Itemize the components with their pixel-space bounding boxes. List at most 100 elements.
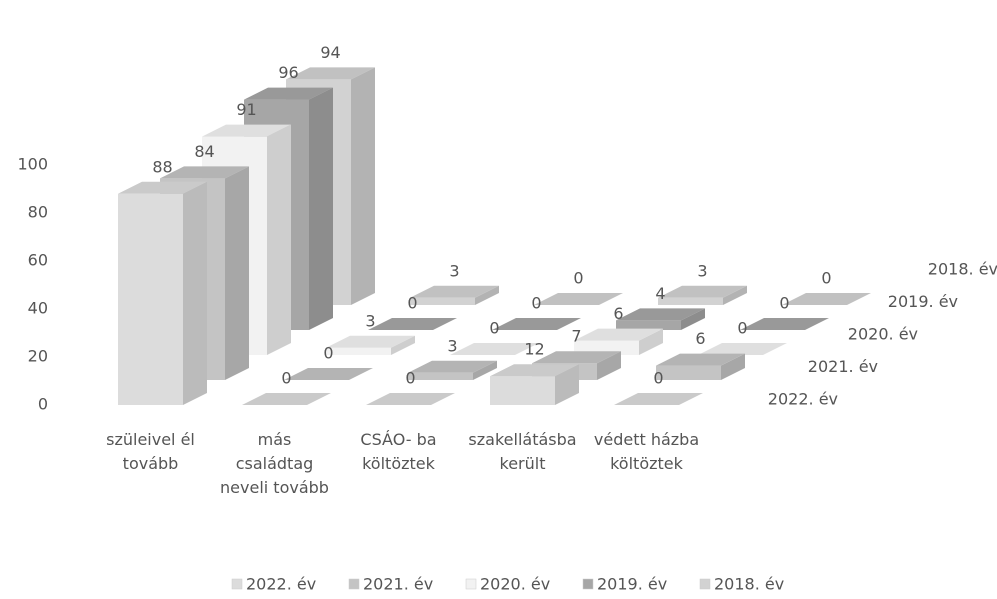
bar bbox=[242, 393, 331, 405]
value-label: 94 bbox=[320, 43, 340, 62]
value-label: 3 bbox=[365, 311, 375, 330]
bar-front bbox=[616, 320, 681, 330]
bar-top bbox=[244, 87, 333, 100]
depth-label: 2018. év bbox=[928, 260, 997, 279]
bar-side bbox=[473, 360, 497, 380]
bar bbox=[490, 364, 579, 405]
bar-side bbox=[225, 166, 249, 380]
legend-label: 2019. év bbox=[597, 575, 667, 594]
bar-top bbox=[202, 124, 291, 137]
value-label: 91 bbox=[236, 100, 256, 119]
bar-top bbox=[326, 335, 415, 348]
depth-label: 2021. év bbox=[808, 357, 878, 376]
bar bbox=[740, 318, 829, 330]
bar-top bbox=[410, 285, 499, 298]
bar-side bbox=[183, 181, 207, 405]
bar-top bbox=[284, 368, 373, 380]
bar-top bbox=[242, 393, 331, 405]
value-label: 3 bbox=[447, 336, 457, 355]
legend-label: 2020. év bbox=[480, 575, 550, 594]
bar bbox=[326, 335, 415, 355]
bar-top bbox=[492, 318, 581, 330]
legend-label: 2018. év bbox=[714, 575, 784, 594]
bar bbox=[658, 285, 747, 305]
value-label: 4 bbox=[655, 284, 665, 303]
bar-top bbox=[532, 351, 621, 364]
legend-swatch bbox=[348, 578, 360, 590]
depth-label: 2019. év bbox=[888, 292, 958, 311]
x-tick-label: védett házba költöztek bbox=[593, 430, 700, 473]
value-label: 0 bbox=[573, 269, 583, 288]
value-label: 88 bbox=[152, 157, 172, 176]
bar-side bbox=[391, 335, 415, 355]
bar bbox=[616, 308, 705, 330]
value-label: 12 bbox=[524, 340, 544, 359]
value-label: 0 bbox=[821, 269, 831, 288]
bar-top bbox=[286, 67, 375, 80]
bar-top bbox=[658, 285, 747, 298]
value-label: 0 bbox=[281, 369, 291, 388]
bar-front bbox=[408, 372, 473, 380]
bar-top bbox=[368, 318, 457, 330]
bar bbox=[614, 393, 703, 405]
bar-top bbox=[366, 393, 455, 405]
bar-side bbox=[597, 351, 621, 380]
value-label: 3 bbox=[697, 261, 707, 280]
bar-side bbox=[723, 285, 747, 305]
value-label: 0 bbox=[323, 344, 333, 363]
bar-side bbox=[639, 328, 663, 355]
legend-label: 2021. év bbox=[363, 575, 433, 594]
value-label: 3 bbox=[449, 261, 459, 280]
bar bbox=[698, 343, 787, 355]
bar bbox=[492, 318, 581, 330]
bar bbox=[410, 285, 499, 305]
y-tick-label: 80 bbox=[28, 203, 48, 222]
bar-top bbox=[534, 293, 623, 305]
y-tick-label: 60 bbox=[28, 251, 48, 270]
value-label: 0 bbox=[489, 319, 499, 338]
bar-side bbox=[351, 67, 375, 306]
value-label: 7 bbox=[571, 327, 581, 346]
legend-swatch bbox=[582, 578, 594, 590]
bar-top bbox=[740, 318, 829, 330]
legend-swatch bbox=[231, 578, 243, 590]
bar-top bbox=[118, 181, 207, 194]
bar bbox=[656, 353, 745, 380]
bar-top bbox=[450, 343, 539, 355]
bar-side bbox=[555, 364, 579, 405]
bar bbox=[782, 293, 871, 305]
bar-front bbox=[118, 193, 183, 405]
x-tick-label: más családtag neveli tovább bbox=[220, 430, 329, 497]
bar bbox=[450, 343, 539, 355]
value-label: 0 bbox=[737, 319, 747, 338]
bar-side bbox=[721, 353, 745, 380]
value-label: 0 bbox=[405, 369, 415, 388]
bar-side bbox=[681, 308, 705, 330]
bar-top bbox=[160, 166, 249, 179]
bar bbox=[534, 293, 623, 305]
bar bbox=[118, 181, 207, 405]
bar-top bbox=[698, 343, 787, 355]
bar-front bbox=[326, 347, 391, 355]
legend-swatch bbox=[699, 578, 711, 590]
bar-top bbox=[574, 328, 663, 341]
y-tick-label: 40 bbox=[28, 299, 48, 318]
value-label: 6 bbox=[613, 304, 623, 323]
y-tick-label: 100 bbox=[17, 155, 48, 174]
bar-top bbox=[408, 360, 497, 373]
value-label: 6 bbox=[695, 329, 705, 348]
bar bbox=[408, 360, 497, 380]
bar bbox=[366, 393, 455, 405]
x-tick-label: szakellátásba került bbox=[468, 430, 577, 473]
bar-side bbox=[475, 285, 499, 305]
bar-front bbox=[656, 365, 721, 380]
bar-top bbox=[490, 364, 579, 377]
value-label: 96 bbox=[278, 63, 298, 82]
bar-side bbox=[309, 87, 333, 330]
bar-front bbox=[490, 376, 555, 405]
bar-top bbox=[614, 393, 703, 405]
depth-label: 2022. év bbox=[768, 390, 838, 409]
bar-front bbox=[658, 297, 723, 305]
